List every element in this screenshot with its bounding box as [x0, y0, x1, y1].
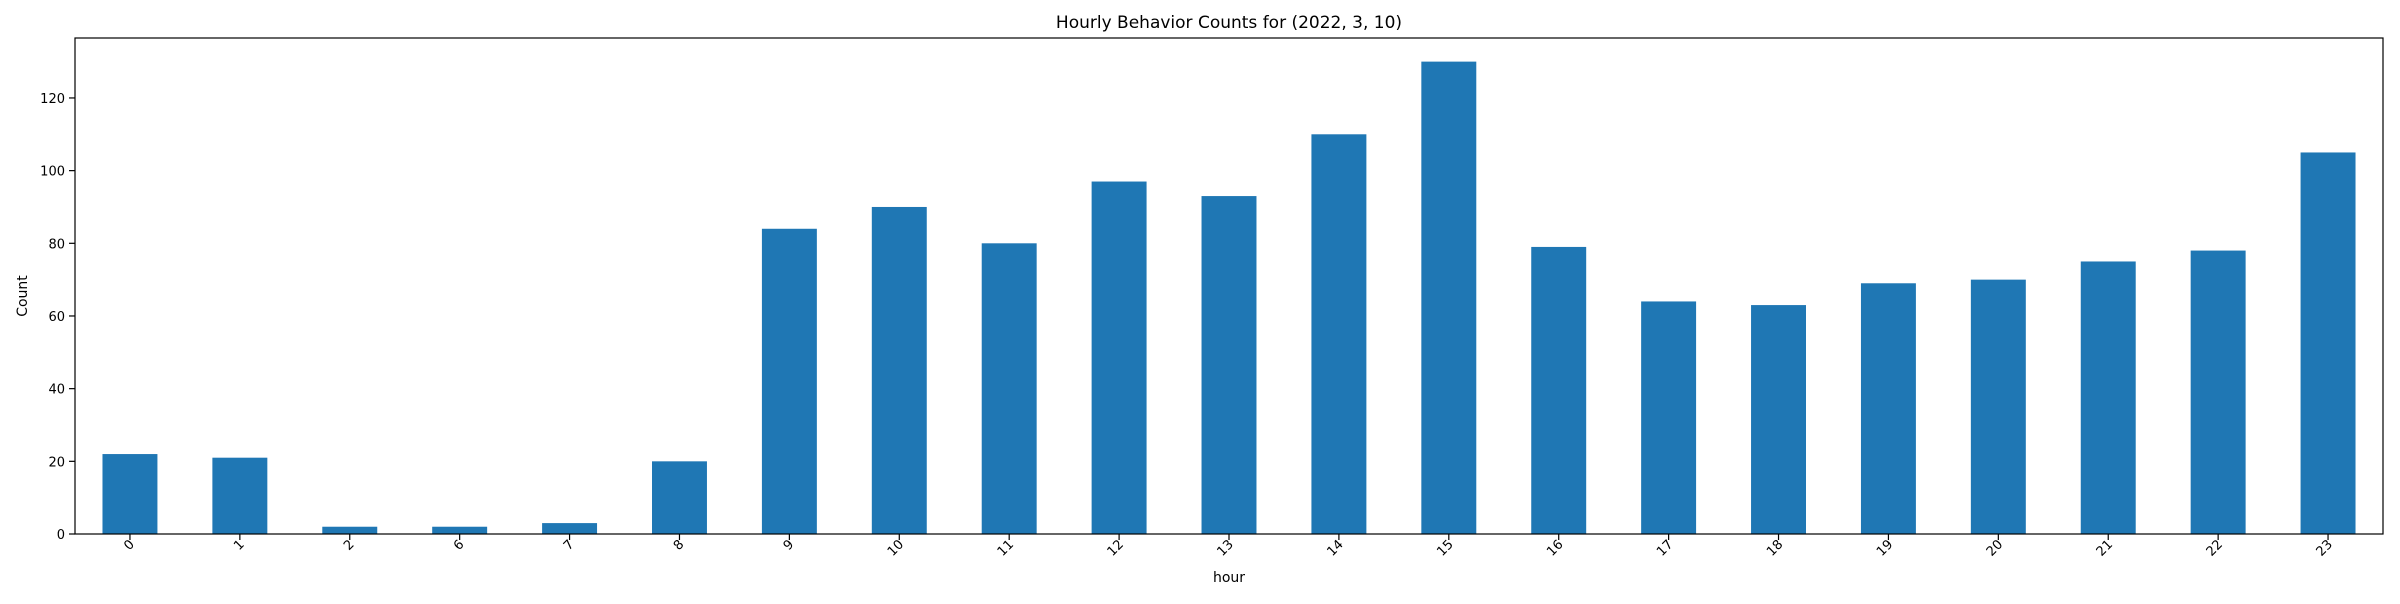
x-tick-label-11: 11 — [995, 537, 1017, 559]
y-tick-label: 100 — [40, 165, 65, 180]
x-tick-label-15: 15 — [1434, 537, 1456, 559]
bar-19 — [1860, 283, 1916, 534]
y-tick-label: 40 — [48, 383, 65, 398]
bar-17 — [1641, 301, 1697, 534]
chart-title: Hourly Behavior Counts for (2022, 3, 10) — [1056, 13, 1402, 33]
x-tick-label-8: 8 — [671, 537, 687, 553]
x-tick-label-22: 22 — [2204, 537, 2226, 559]
x-tick-label-13: 13 — [1215, 537, 1237, 559]
bar-15 — [1421, 61, 1477, 534]
x-tick-label-1: 1 — [231, 537, 247, 553]
y-tick-label: 60 — [48, 310, 65, 325]
bar-21 — [2080, 261, 2136, 534]
x-tick-label-16: 16 — [1544, 537, 1566, 559]
y-tick-label: 20 — [48, 455, 65, 470]
bar-6 — [432, 526, 488, 534]
x-tick-label-10: 10 — [885, 537, 907, 559]
bar-0 — [102, 454, 158, 534]
bar-22 — [2190, 250, 2246, 535]
x-axis-label: hour — [1213, 570, 1245, 586]
y-tick-label: 80 — [48, 237, 65, 252]
x-tick-label-9: 9 — [781, 537, 797, 553]
x-tick-label-23: 23 — [2314, 537, 2336, 559]
y-tick-label: 0 — [57, 528, 65, 543]
bar-16 — [1531, 246, 1587, 534]
bar-10 — [871, 206, 927, 534]
x-tick-label-6: 6 — [451, 537, 467, 553]
y-tick-label: 120 — [40, 92, 65, 107]
x-tick-label-7: 7 — [561, 537, 577, 553]
bar-13 — [1201, 196, 1257, 535]
bar-20 — [1970, 279, 2026, 534]
x-tick-label-20: 20 — [1984, 537, 2006, 559]
x-tick-label-18: 18 — [1764, 537, 1786, 559]
bar-18 — [1751, 305, 1806, 534]
x-tick-label-12: 12 — [1105, 537, 1127, 559]
x-tick-label-14: 14 — [1324, 537, 1346, 559]
bar-9 — [761, 228, 817, 534]
bar-1 — [212, 457, 268, 534]
bar-11 — [981, 243, 1037, 535]
x-tick-label-19: 19 — [1874, 537, 1896, 559]
bar-2 — [322, 526, 378, 534]
bar-12 — [1091, 181, 1147, 534]
x-tick-label-21: 21 — [2094, 537, 2116, 559]
bar-23 — [2300, 152, 2356, 534]
bar-7 — [542, 523, 598, 534]
bar-8 — [652, 461, 707, 534]
x-tick-label-0: 0 — [121, 537, 137, 553]
y-axis-label: Count — [15, 275, 31, 317]
bar-14 — [1311, 134, 1367, 535]
x-tick-label-17: 17 — [1654, 537, 1676, 559]
x-tick-label-2: 2 — [341, 537, 357, 553]
